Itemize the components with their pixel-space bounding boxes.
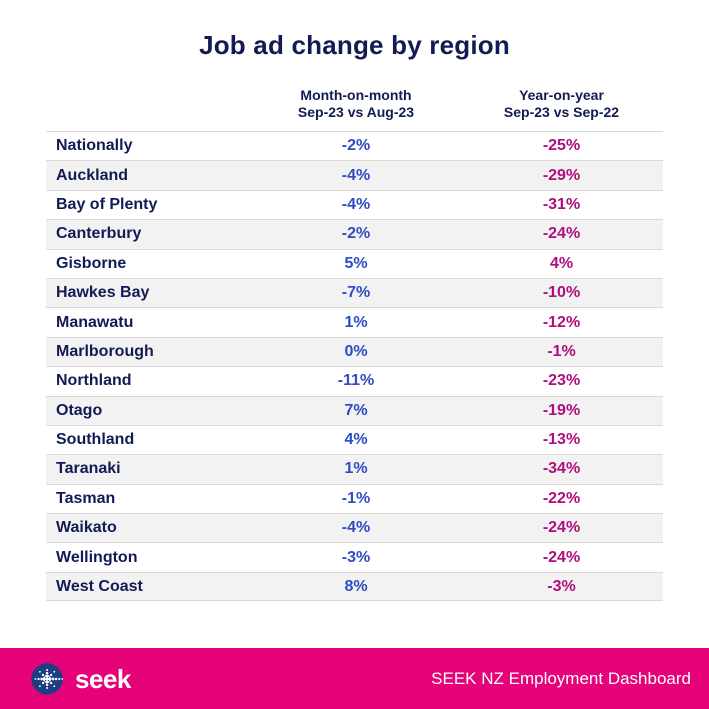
year-on-year-value: -29% — [542, 166, 581, 184]
year-on-year-value: -19% — [542, 401, 581, 419]
table-row: Taranaki 1% -34% — [46, 454, 663, 484]
month-on-month-value: 7% — [344, 401, 368, 419]
table-row: Marlborough 0% -1% — [46, 336, 663, 367]
table-row: Hawkes Bay -7% -10% — [46, 277, 663, 308]
month-on-month-value: -1% — [341, 489, 371, 507]
month-on-month-value: -3% — [341, 548, 371, 566]
month-on-month-value: 8% — [344, 577, 368, 595]
year-on-year-value: 4% — [549, 254, 574, 272]
region-name: Taranaki — [56, 460, 121, 478]
month-on-month-value: 0% — [344, 342, 368, 360]
region-name: Gisborne — [56, 254, 127, 272]
region-name: Tasman — [56, 489, 116, 507]
table-row: Gisborne 5% 4% — [46, 248, 663, 278]
table-row: Canterbury -2% -24% — [46, 219, 663, 249]
year-on-year-value: -23% — [542, 372, 581, 390]
month-on-month-value: -11% — [337, 372, 375, 390]
month-on-month-value: -4% — [341, 166, 371, 184]
column-header-line1: Month-on-month — [300, 87, 412, 103]
table-row: Southland 4% -13% — [46, 424, 663, 455]
column-header-region — [46, 87, 252, 121]
footer-dashboard-label: SEEK NZ Employment Dashboard — [431, 668, 691, 688]
seek-brand: seek — [30, 661, 131, 697]
table-body: Nationally -2% -25% Auckland -4% -29% Ba… — [46, 131, 663, 602]
month-on-month-value: -2% — [341, 225, 371, 243]
seek-logo-icon — [31, 662, 64, 695]
year-on-year-value: -3% — [547, 577, 576, 595]
table-row: Auckland -4% -29% — [46, 160, 663, 190]
footer-bar: seek SEEK NZ Employment Dashboard — [0, 648, 709, 709]
year-on-year-value: -22% — [542, 489, 581, 507]
region-name: Canterbury — [56, 225, 142, 243]
table-row: Otago 7% -19% — [46, 395, 663, 425]
year-on-year-value: -12% — [542, 313, 581, 331]
seek-wordmark: seek — [75, 663, 131, 694]
region-name: Wellington — [56, 548, 138, 566]
year-on-year-value: -24% — [542, 225, 581, 243]
region-name: Hawkes Bay — [56, 284, 150, 302]
region-name: Marlborough — [56, 342, 154, 360]
month-on-month-value: 1% — [344, 460, 368, 478]
month-on-month-value: -2% — [341, 137, 371, 155]
column-header-line2: Sep-23 vs Aug-23 — [297, 104, 415, 120]
table-row: Wellington -3% -24% — [46, 542, 663, 572]
table-row: West Coast 8% -3% — [46, 571, 663, 602]
column-header-year-on-year: Year-on-year Sep-23 vs Sep-22 — [460, 87, 663, 121]
year-on-year-value: -1% — [547, 342, 576, 360]
table-column-headers: Month-on-month Sep-23 vs Aug-23 Year-on-… — [46, 87, 663, 121]
region-name: Bay of Plenty — [56, 195, 158, 213]
month-on-month-value: -7% — [341, 284, 371, 302]
table-row: Tasman -1% -22% — [46, 483, 663, 514]
month-on-month-value: 5% — [344, 254, 368, 272]
year-on-year-value: -34% — [542, 460, 581, 478]
table-row: Bay of Plenty -4% -31% — [46, 189, 663, 220]
year-on-year-value: -24% — [542, 519, 581, 537]
month-on-month-value: -4% — [341, 519, 371, 537]
region-name: Southland — [56, 431, 135, 449]
column-header-line1: Year-on-year — [519, 87, 604, 103]
region-name: Manawatu — [56, 313, 134, 331]
year-on-year-value: -31% — [542, 195, 581, 213]
region-name: West Coast — [56, 577, 143, 595]
region-name: Northland — [56, 372, 132, 390]
page-title: Job ad change by region — [199, 30, 510, 60]
region-name: Waikato — [56, 519, 117, 537]
column-header-line2: Sep-23 vs Sep-22 — [503, 104, 620, 120]
month-on-month-value: -4% — [341, 195, 371, 213]
table-row: Manawatu 1% -12% — [46, 307, 663, 337]
table-row: Waikato -4% -24% — [46, 513, 663, 543]
column-header-month-on-month: Month-on-month Sep-23 vs Aug-23 — [252, 87, 460, 121]
month-on-month-value: 1% — [344, 313, 368, 331]
region-name: Nationally — [56, 137, 133, 155]
month-on-month-value: 4% — [344, 431, 368, 449]
year-on-year-value: -13% — [542, 431, 581, 449]
table-row: Nationally -2% -25% — [46, 131, 663, 161]
year-on-year-value: -24% — [542, 548, 581, 566]
region-name: Auckland — [56, 166, 129, 184]
table-row: Northland -11% -23% — [46, 366, 663, 396]
year-on-year-value: -25% — [542, 137, 581, 155]
region-name: Otago — [56, 401, 103, 419]
year-on-year-value: -10% — [542, 284, 581, 302]
